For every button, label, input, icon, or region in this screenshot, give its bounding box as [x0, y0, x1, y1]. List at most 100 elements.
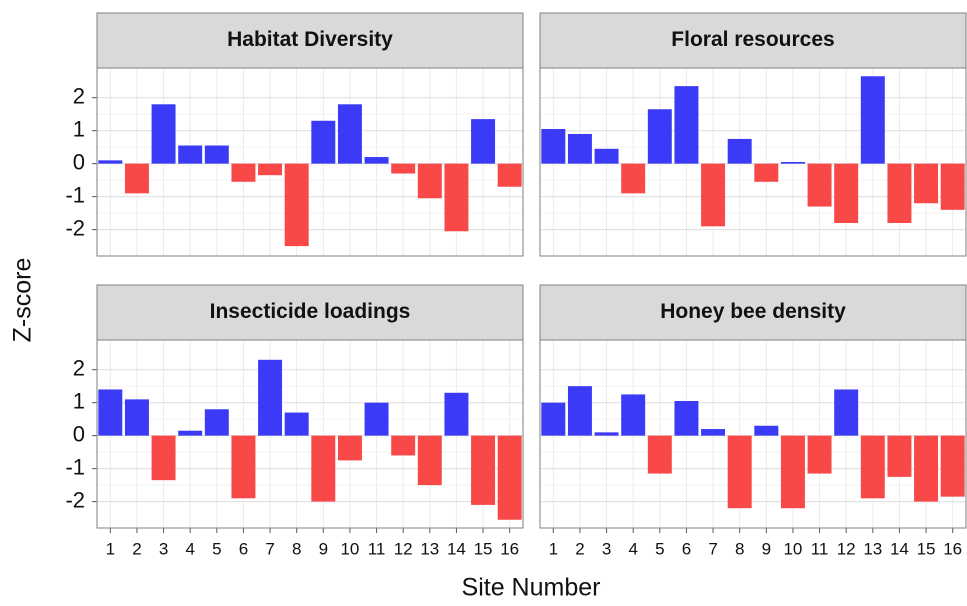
bar	[417, 435, 442, 486]
bar	[284, 163, 309, 247]
bar	[284, 412, 309, 436]
y-tick-label: 0	[73, 149, 85, 174]
bar	[914, 163, 939, 204]
x-tick-label: 6	[239, 539, 248, 558]
x-tick-label: 10	[340, 539, 359, 558]
bar	[124, 399, 149, 436]
x-tick-label: 7	[708, 539, 717, 558]
bar	[541, 402, 566, 436]
x-tick-label: 4	[628, 539, 637, 558]
y-tick-label: 2	[73, 355, 85, 380]
bar	[940, 163, 965, 210]
bar	[701, 163, 726, 227]
bar	[231, 163, 256, 182]
bar	[807, 163, 832, 207]
bar	[98, 160, 123, 164]
bar	[337, 435, 362, 461]
bar	[151, 104, 176, 164]
bar	[940, 435, 965, 497]
bar	[364, 402, 389, 436]
bar	[151, 435, 176, 481]
bar	[621, 394, 646, 436]
bar	[258, 163, 283, 176]
bar	[471, 119, 496, 164]
bar	[391, 163, 416, 174]
x-tick-label: 3	[159, 539, 168, 558]
bar	[780, 162, 805, 164]
bar	[834, 163, 859, 224]
x-tick-label: 2	[575, 539, 584, 558]
strip-title: Honey bee density	[660, 300, 846, 323]
panel-border	[96, 339, 524, 529]
x-tick-label: 11	[368, 539, 386, 558]
x-axis-label: Site Number	[462, 574, 601, 602]
y-tick-label: -2	[65, 215, 85, 240]
strip-title: Floral resources	[671, 28, 834, 51]
bar	[364, 157, 389, 164]
x-tick-label: 1	[549, 539, 558, 558]
bar	[178, 430, 203, 436]
x-tick-label: 2	[132, 539, 141, 558]
strip	[539, 284, 967, 341]
bar	[647, 435, 672, 474]
strip	[96, 12, 524, 69]
bar	[674, 401, 699, 436]
x-tick-label: 4	[185, 539, 194, 558]
x-tick-label: 12	[394, 539, 413, 558]
bar	[727, 138, 752, 164]
bar	[887, 435, 912, 477]
bar	[98, 389, 123, 436]
bar	[834, 389, 859, 436]
bar	[391, 435, 416, 456]
x-tick-label: 8	[292, 539, 301, 558]
strip	[539, 12, 967, 69]
strip	[96, 284, 524, 341]
bar	[417, 163, 442, 199]
bar	[807, 435, 832, 474]
bar	[541, 129, 566, 164]
strip-title: Habitat Diversity	[227, 28, 393, 51]
x-tick-label: 13	[420, 539, 439, 558]
bar	[887, 163, 912, 224]
bar	[497, 435, 522, 520]
y-tick-label: 2	[73, 83, 85, 108]
y-tick-label: 0	[73, 421, 85, 446]
x-tick-label: 11	[811, 539, 829, 558]
x-tick-label: 15	[917, 539, 936, 558]
bar	[914, 435, 939, 502]
bar	[258, 359, 283, 436]
bar	[178, 145, 203, 164]
panel-border	[539, 339, 967, 529]
bar	[594, 432, 619, 436]
x-tick-label: 3	[602, 539, 611, 558]
x-tick-label: 1	[106, 539, 115, 558]
bar	[754, 163, 779, 182]
y-tick-label: 1	[73, 116, 85, 141]
bar	[727, 435, 752, 509]
y-tick-label: 1	[73, 388, 85, 413]
bar	[780, 435, 805, 509]
bar	[860, 435, 885, 499]
panel-border	[96, 67, 524, 257]
x-tick-label: 5	[212, 539, 221, 558]
x-tick-label: 9	[762, 539, 771, 558]
y-axis-label: Z-score	[9, 258, 37, 343]
x-tick-label: 9	[319, 539, 328, 558]
y-tick-label: -2	[65, 487, 85, 512]
bar	[204, 409, 229, 436]
x-tick-label: 10	[783, 539, 802, 558]
bar	[647, 109, 672, 164]
bar	[311, 435, 336, 502]
bar	[860, 76, 885, 164]
x-tick-label: 15	[474, 539, 493, 558]
x-tick-label: 14	[890, 539, 909, 558]
bar	[337, 104, 362, 164]
bar	[444, 392, 469, 436]
bar	[497, 163, 522, 187]
y-tick-label: -1	[65, 182, 85, 207]
bar	[471, 435, 496, 505]
bar	[311, 120, 336, 164]
x-tick-label: 12	[837, 539, 856, 558]
bar	[621, 163, 646, 194]
x-tick-label: 8	[735, 539, 744, 558]
